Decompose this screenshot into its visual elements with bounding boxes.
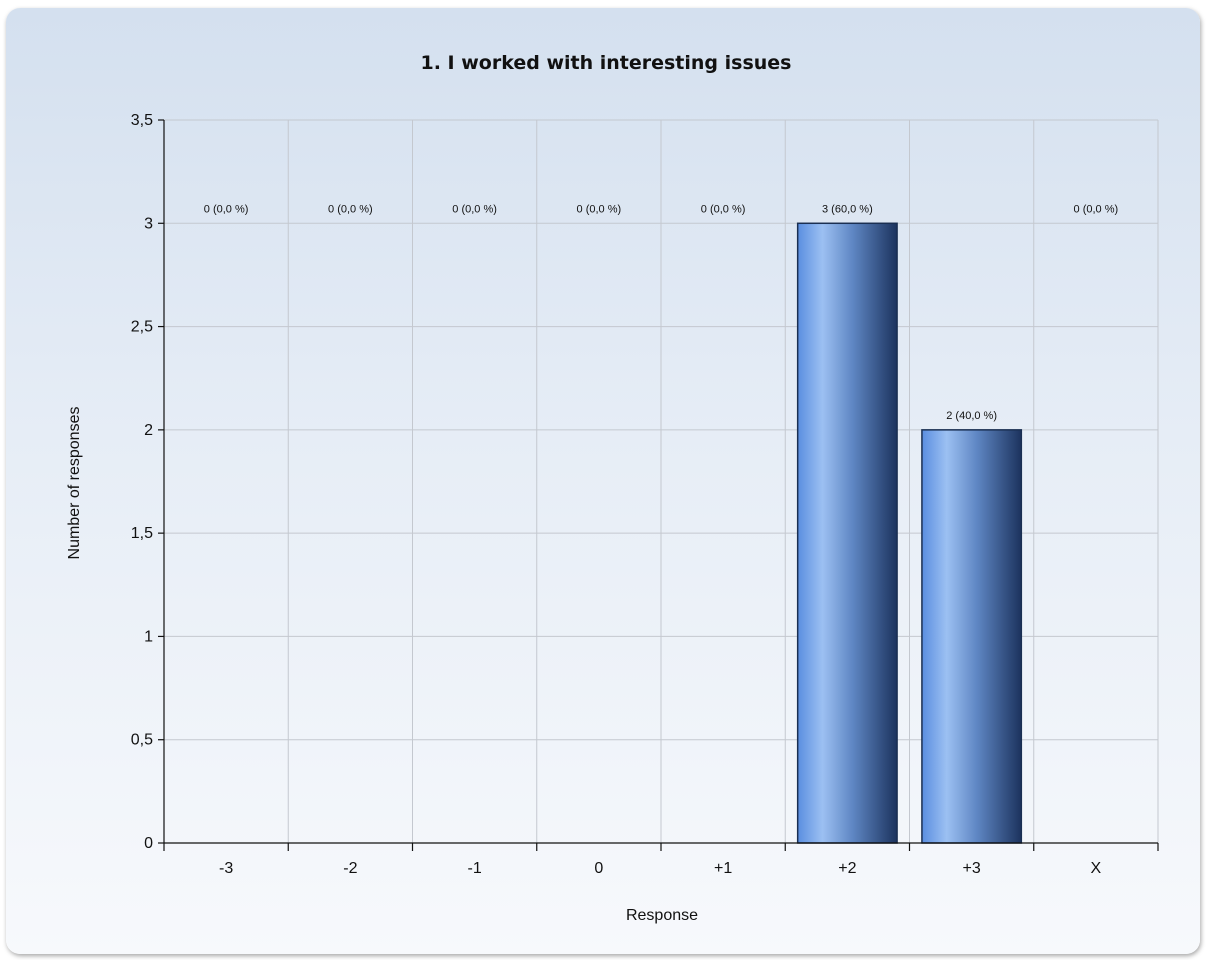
x-tick-label: +3 [963, 860, 981, 877]
data-label: 0 (0,0 %) [204, 203, 249, 215]
y-tick-label: 3,5 [131, 112, 153, 129]
x-tick-label: X [1091, 860, 1102, 877]
bar [921, 429, 1023, 844]
data-label: 0 (0,0 %) [701, 203, 746, 215]
y-tick-label: 1,5 [131, 525, 153, 542]
x-tick-label: +1 [714, 860, 732, 877]
y-tick-label: 1 [144, 628, 153, 645]
grid-lines [164, 119, 1159, 843]
labels: 0 0,5 1 1,5 2 2,5 3 3,5 0 (0,0 %) -3 0 (0,0 %) -2 0 … [131, 112, 1118, 877]
x-tick-label: 0 [594, 860, 603, 877]
x-axis-label: Response [626, 907, 698, 924]
data-label: 0 (0,0 %) [452, 203, 497, 215]
x-tick-label: +2 [838, 860, 856, 877]
y-tick-label: 0,5 [131, 732, 153, 749]
data-label: 0 (0,0 %) [328, 203, 373, 215]
chart-title: 1. I worked with interesting issues [421, 52, 792, 74]
x-tick-label: -2 [343, 860, 357, 877]
bar [796, 222, 898, 844]
y-tick-label: 0 [144, 835, 153, 852]
data-label: 0 (0,0 %) [1074, 203, 1119, 215]
data-label: 3 (60,0 %) [822, 203, 873, 215]
bar-chart: 1. I worked with interesting issues 0 0,5… [66, 52, 1159, 924]
chart-panel: 1. I worked with interesting issues 0 0,5… [6, 8, 1200, 954]
bars [796, 222, 1023, 844]
y-tick-label: 2,5 [131, 319, 153, 336]
y-axis-label: Number of responses [66, 407, 83, 560]
axes [158, 119, 1159, 851]
x-tick-label: -1 [468, 860, 482, 877]
data-label: 2 (40,0 %) [946, 410, 997, 422]
y-tick-label: 2 [144, 422, 153, 439]
x-tick-label: -3 [219, 860, 233, 877]
data-label: 0 (0,0 %) [577, 203, 622, 215]
y-tick-label: 3 [144, 215, 153, 232]
